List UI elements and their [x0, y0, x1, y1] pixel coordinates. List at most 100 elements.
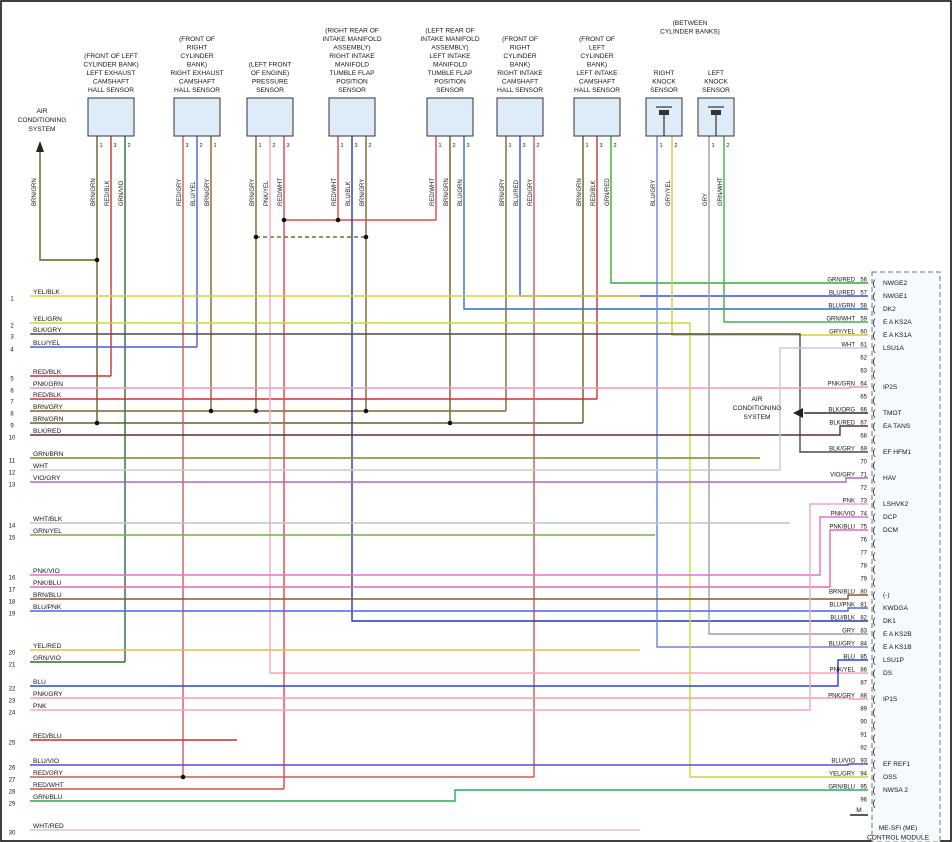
- sensor-label-line: INTAKE MANIFOLD: [322, 36, 381, 43]
- sensor-pin-number: 1: [509, 143, 512, 149]
- row-wire-label: BLU/VIO: [33, 758, 59, 765]
- module-title-line: CONTROL MODULE: [867, 835, 930, 842]
- module-pin-85: (85 BLU LSU1P: [843, 655, 904, 666]
- module-pin-71: (71 VIO/GRY HAV: [830, 473, 897, 484]
- row-wire-label: YEL/RED: [33, 643, 61, 650]
- wire-color-label: RED/GRY: [177, 179, 183, 206]
- junction-dot: [447, 420, 453, 426]
- sensor-label-line: SENSOR: [702, 87, 730, 94]
- junction-dot: [208, 408, 214, 414]
- pin-connector-icon: (: [873, 356, 876, 366]
- module-pin-95: (95 GRN/BLU NWSA 2: [828, 785, 908, 796]
- sensor-label-line: HALL SENSOR: [574, 87, 620, 94]
- sensor-pin-number: 2: [369, 143, 372, 149]
- module-title-line: ME-SFI (ME): [879, 825, 917, 832]
- module-pin-number: 92: [860, 746, 867, 752]
- module-pin-72: (72: [860, 486, 875, 497]
- sensor-label-line: (RIGHT REAR OF: [325, 28, 379, 35]
- junction-dot: [281, 217, 287, 223]
- module-pin-wire-label: BLU/PNK: [829, 603, 855, 609]
- sensor-label-line: LEFT: [708, 70, 724, 77]
- sensor-label-line: CYLINDER: [180, 53, 214, 60]
- module-pin-number: 78: [860, 564, 867, 570]
- row-number: 8: [10, 412, 14, 418]
- module-pin-87: (87: [860, 681, 875, 692]
- pin-connector-icon: (: [873, 681, 876, 691]
- row-wire-label: RED/BLK: [33, 392, 62, 399]
- row-number: 3: [10, 335, 14, 341]
- module-pin-number: 93: [860, 759, 867, 765]
- row-wire-label: PNK/VIO: [33, 568, 60, 575]
- sensor-label-line: HALL SENSOR: [497, 87, 543, 94]
- module-pin-name: NWGE1: [883, 293, 908, 300]
- wire-blu-vio: [30, 763, 868, 766]
- module-pin-name: E A KS2A: [883, 319, 912, 326]
- module-pin-number: 56: [860, 278, 867, 284]
- module-pin-number: 89: [860, 707, 867, 713]
- junction-dot: [94, 420, 100, 426]
- module-pin-number: 60: [860, 330, 867, 336]
- module-pin-number: 94: [860, 772, 867, 778]
- module-pin-wire-label: GRN/BLU: [828, 785, 855, 791]
- row-number: 24: [9, 711, 16, 717]
- sensor-pin-number: 3: [523, 143, 526, 149]
- row-wire-label: BLU/YEL: [33, 340, 60, 347]
- module-pin-name: E A KS1A: [883, 332, 912, 339]
- pin-connector-icon: (: [873, 772, 876, 782]
- wire-vio-gry: [30, 477, 868, 483]
- module-pin-number: 90: [860, 720, 867, 726]
- wire-wht: [30, 347, 868, 471]
- control-module-box: [871, 271, 941, 842]
- module-pin-wire-label: BLU/BLK: [830, 616, 855, 622]
- module-pin-number: 63: [860, 369, 867, 375]
- module-pin-wire-label: GRY: [842, 629, 855, 635]
- row-number: 5: [10, 377, 14, 383]
- pin-connector-icon: (: [873, 733, 876, 743]
- ac-system-right-label: AIR: [752, 396, 763, 403]
- module-pin-wire-label: YEL/GRY: [829, 772, 855, 778]
- row-wire-label: GRN/VIO: [33, 655, 61, 662]
- row-number: 27: [9, 778, 16, 784]
- module-pin-number: 73: [860, 499, 867, 505]
- sensor-label-line: CYLINDER: [580, 53, 614, 60]
- wire-pnk-grn: [30, 386, 868, 389]
- junction-dot: [253, 234, 259, 240]
- wire-color-label: BRN/GRY: [250, 179, 256, 206]
- sensor-pin-number: 3: [600, 143, 603, 149]
- module-pin-63: (63: [860, 369, 875, 380]
- module-pin-name: DCM: [883, 527, 898, 534]
- module-pin-80: (80 BRN/BLU (-): [829, 590, 890, 601]
- knock-banner-line: (BETWEEN: [673, 20, 708, 27]
- module-pin-wire-label: GRY/YEL: [829, 330, 856, 336]
- module-pin-57: (57 BLU/RED NWGE1: [829, 291, 908, 302]
- wire-color-label: GRY/YEL: [666, 179, 672, 206]
- wire-color-label: BRN/GRY: [360, 179, 366, 206]
- module-pin-wire-label: VIO/GRY: [830, 473, 855, 479]
- pin-connector-icon: (: [873, 629, 876, 639]
- junction-dot: [180, 774, 186, 780]
- module-pin-wire-label: PNK/BLU: [829, 525, 855, 531]
- wire-color-label: RED/WHT: [278, 178, 284, 206]
- sensor-label-line: (LEFT FRONT: [249, 62, 292, 69]
- module-pin-wire-label: BLK/GRY: [829, 447, 855, 453]
- module-pin-58: (58 BLU/GRN DK2: [828, 304, 896, 315]
- junction-dot: [253, 408, 259, 414]
- row-wire-label: RED/GRY: [33, 770, 64, 777]
- pin-connector-icon: (: [873, 564, 876, 574]
- row-number: 15: [9, 536, 16, 542]
- module-pin-number: 76: [860, 538, 867, 544]
- module-pin-76: (76: [860, 538, 875, 549]
- module-pin-name: DS: [883, 670, 893, 677]
- sensor-pin-number: 2: [273, 143, 276, 149]
- module-pin-number: 79: [860, 577, 867, 583]
- wire-grn-red: [610, 136, 868, 284]
- wire-pnk-blu: [30, 529, 868, 588]
- knock-sensor-icon: [711, 110, 721, 115]
- wire-color-label: BRN/GRY: [205, 179, 211, 206]
- row-number: 25: [9, 741, 16, 747]
- module-pin-64: (64 PNK/GRN IP2S: [828, 382, 898, 393]
- wire-pnk-gry: [30, 697, 868, 700]
- module-pin-73: (73 PNK LSHVK2: [843, 499, 909, 510]
- sensor-label-line: BANK): [587, 62, 607, 69]
- module-pin-number: 58: [860, 304, 867, 310]
